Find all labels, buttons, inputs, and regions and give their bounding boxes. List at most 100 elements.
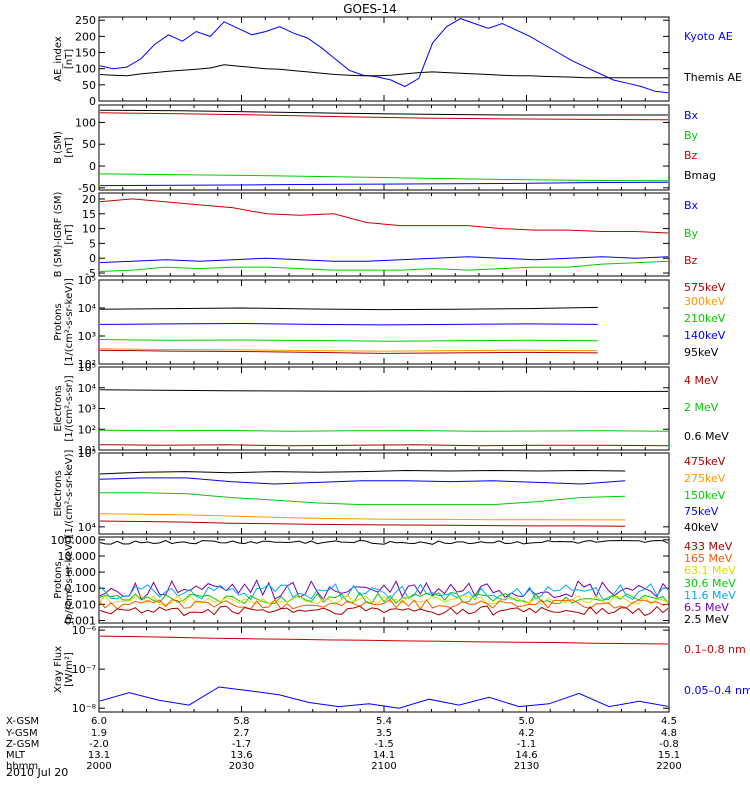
legend-entry: 150keV <box>684 489 726 502</box>
y-axis-unit: [W/m²] <box>64 652 75 687</box>
y-tick-label: 15 <box>82 208 96 221</box>
ephemeris-value: 5.4 <box>376 716 392 727</box>
legend-entry: Bz <box>684 149 698 162</box>
ephemeris-row-label: Y-GSM <box>5 728 38 739</box>
series-group <box>100 539 668 617</box>
y-axis-unit: [1/(cm²-s-sr-keV)] <box>64 278 75 366</box>
y-axis-unit: [nT] <box>64 137 75 157</box>
legend-entry: By <box>684 129 699 142</box>
ephemeris-value: 4.5 <box>661 716 677 727</box>
ephemeris-value: -0.8 <box>659 739 679 750</box>
legend-entry: 75keV <box>684 505 719 518</box>
series-line <box>100 605 668 617</box>
y-tick-label: 50 <box>82 138 96 151</box>
y-tick-label: -5 <box>85 267 96 280</box>
series-line <box>100 429 668 432</box>
legend-entry: Bz <box>684 254 698 267</box>
legend-entry: 6.5 MeV <box>684 601 729 614</box>
y-tick-label: 10 <box>82 223 96 236</box>
legend-entry: 2 MeV <box>684 401 719 414</box>
ephemeris-value: 2.7 <box>234 728 250 739</box>
series-line <box>100 112 668 121</box>
y-tick-label: 10⁴ <box>78 382 97 395</box>
legend-entry: Themis AE <box>683 71 742 84</box>
y-tick-label: 10⁵ <box>78 361 96 374</box>
panel-frame <box>98 626 670 713</box>
y-axis-label: B (SM) <box>53 131 64 164</box>
legend-entry: Bmag <box>684 169 716 182</box>
ephemeris-value: 4.2 <box>519 728 535 739</box>
y-tick-label: 5 <box>89 237 96 250</box>
ephemeris-value: 2200 <box>656 761 681 772</box>
y-tick-label: 50 <box>82 79 96 92</box>
series-line <box>99 493 669 505</box>
series-line <box>100 591 668 605</box>
y-tick-label: 250 <box>75 14 96 27</box>
series-line <box>100 18 668 94</box>
y-tick-label: 200 <box>75 30 96 43</box>
y-axis-unit: [1/(cm²-s-sr)] <box>64 375 75 441</box>
y-tick-label: 0.010 <box>65 598 97 611</box>
series-line <box>99 307 669 309</box>
legend-entry: Bx <box>684 109 699 122</box>
series-line <box>100 598 668 610</box>
series-group <box>100 18 668 94</box>
ephemeris-row-label: X-GSM <box>6 716 39 727</box>
y-tick-label: -50 <box>78 182 96 195</box>
legend-entry: 140keV <box>684 329 726 342</box>
y-tick-label: 0.100 <box>65 582 97 595</box>
legend-entry: Bx <box>684 199 699 212</box>
y-tick-label: 100.000 <box>51 534 97 547</box>
ephemeris-value: -1.5 <box>374 739 394 750</box>
ephemeris-value: -1.7 <box>232 739 252 750</box>
series-line <box>100 181 668 187</box>
legend-entry: 95keV <box>684 346 719 359</box>
series-line <box>100 539 668 545</box>
series-line <box>100 256 668 264</box>
series-group <box>100 109 668 187</box>
series-line <box>100 260 668 273</box>
legend-entry: 0.1–0.8 nm <box>684 643 746 656</box>
figure-title: GOES-14 <box>343 2 397 16</box>
y-axis-unit: [nT] <box>64 49 75 69</box>
ephemeris-value: 14.6 <box>515 750 537 761</box>
legend-entry: 2.5 MeV <box>684 613 729 626</box>
y-axis-label: B (SM)-IGRF (SM) <box>53 192 64 278</box>
ephemeris-value: 2100 <box>371 761 396 772</box>
y-axis-label: Protons <box>53 561 64 598</box>
series-line <box>100 198 668 234</box>
ephemeris-value: 2000 <box>86 761 111 772</box>
ephemeris-value: 15.1 <box>658 750 680 761</box>
series-group <box>100 198 668 273</box>
chart-panel: 10⁴ 10⁵ Electrons [1/(cm²-s-sr-keV)] 475keV 2… <box>53 447 726 537</box>
y-tick-label: 10⁻⁷ <box>72 663 96 676</box>
y-tick-label: 10⁻⁸ <box>72 702 97 715</box>
y-axis-label: Electrons <box>53 470 64 516</box>
y-tick-label: 100 <box>75 116 96 129</box>
ephemeris-value: 13.6 <box>230 750 252 761</box>
ephemeris-value: 2130 <box>514 761 539 772</box>
series-line <box>99 521 669 526</box>
panel-frame <box>98 366 670 451</box>
legend-entry: 40keV <box>684 521 719 534</box>
ephemeris-row-label: MLT <box>6 750 26 761</box>
ephemeris-value: 5.8 <box>234 716 250 727</box>
y-tick-label: 10³ <box>78 330 96 343</box>
series-line <box>100 579 668 601</box>
y-axis-unit: [1/(cm²-s-sr-keV)] <box>64 450 75 538</box>
legend-entry: 475keV <box>684 455 726 468</box>
series-line <box>100 594 668 606</box>
series-group <box>100 635 668 709</box>
y-tick-label: 10³ <box>78 403 96 416</box>
y-tick-label: 10⁻⁶ <box>72 624 97 637</box>
y-tick-label: 0 <box>89 252 96 265</box>
y-tick-label: 10⁴ <box>78 302 97 315</box>
panel-frame <box>98 536 670 624</box>
legend-entry: 4 MeV <box>684 374 719 387</box>
ephemeris-value: 4.8 <box>661 728 677 739</box>
series-line <box>99 340 669 342</box>
series-group <box>100 389 668 447</box>
series-line <box>99 324 669 325</box>
